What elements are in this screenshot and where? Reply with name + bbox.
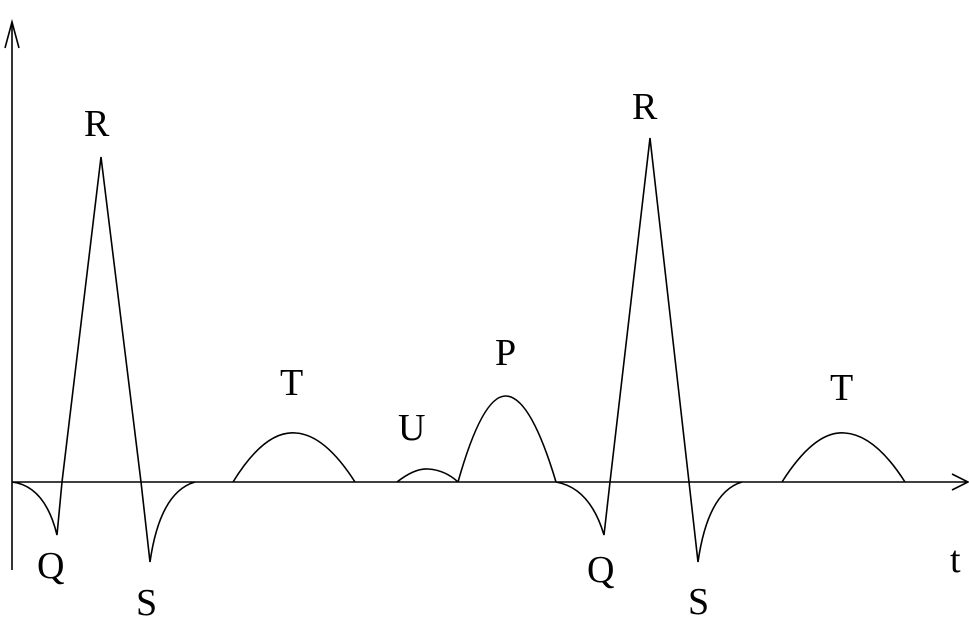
- p-label: P: [495, 332, 516, 374]
- beat2-q-wave: [555, 481, 611, 536]
- beat2-s-wave: [688, 481, 743, 563]
- beat2-s-label: S: [688, 581, 709, 621]
- beat2-r-label: R: [632, 86, 658, 128]
- beat2-r-wave: [609, 137, 690, 483]
- beat1-s-label: S: [136, 582, 157, 621]
- beat1-q-wave: [11, 481, 63, 536]
- time-axis-label: t: [950, 539, 961, 581]
- beat1-s-wave: [140, 481, 196, 563]
- beat2-t-label: T: [830, 367, 853, 409]
- beat1-r-label: R: [84, 103, 110, 145]
- u-label: U: [398, 407, 425, 449]
- beat2-q-label: Q: [587, 549, 614, 591]
- beat1-t-wave: [232, 432, 356, 483]
- beat1-t-label: T: [280, 362, 303, 404]
- beat2-t-wave: [781, 432, 906, 483]
- time-axis: [12, 473, 969, 491]
- u-wave: [396, 468, 459, 483]
- beat1-r-wave: [61, 156, 142, 483]
- vertical-axis: [4, 18, 20, 570]
- p-wave: [457, 395, 557, 483]
- beat1-q-label: Q: [37, 545, 64, 587]
